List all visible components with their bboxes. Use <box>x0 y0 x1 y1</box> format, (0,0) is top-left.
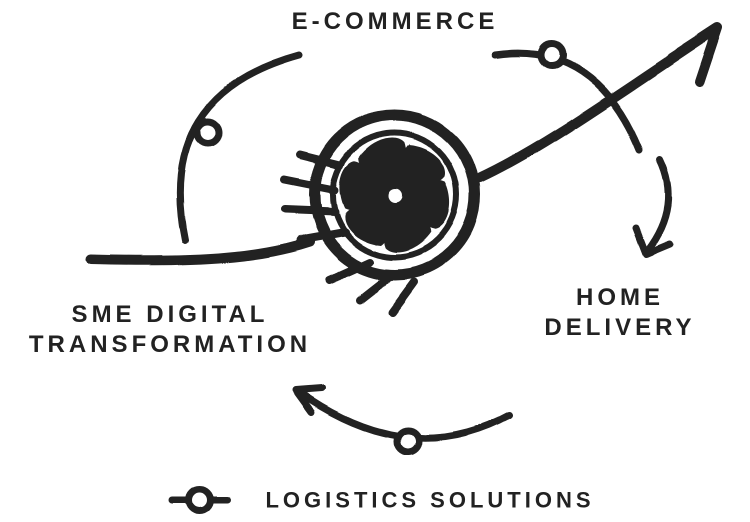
orbit-arrow-bottom <box>296 388 510 452</box>
legend-marker-icon <box>172 489 228 511</box>
turbine-wheel-icon <box>285 115 475 312</box>
diagram-svg <box>0 0 750 522</box>
logistics-node-icon <box>541 44 563 66</box>
down-arrow <box>636 160 670 254</box>
label-ecommerce: E-COMMERCE <box>292 7 499 37</box>
label-sme-digital-transformation: SME DIGITAL TRANSFORMATION <box>29 300 311 360</box>
logistics-node-icon <box>397 430 419 452</box>
logistics-node-icon <box>197 121 219 143</box>
label-home-delivery: HOME DELIVERY <box>544 283 695 343</box>
legend-label: LOGISTICS SOLUTIONS <box>265 486 594 514</box>
diagram-stage: E-COMMERCE SME DIGITAL TRANSFORMATION HO… <box>0 0 750 522</box>
